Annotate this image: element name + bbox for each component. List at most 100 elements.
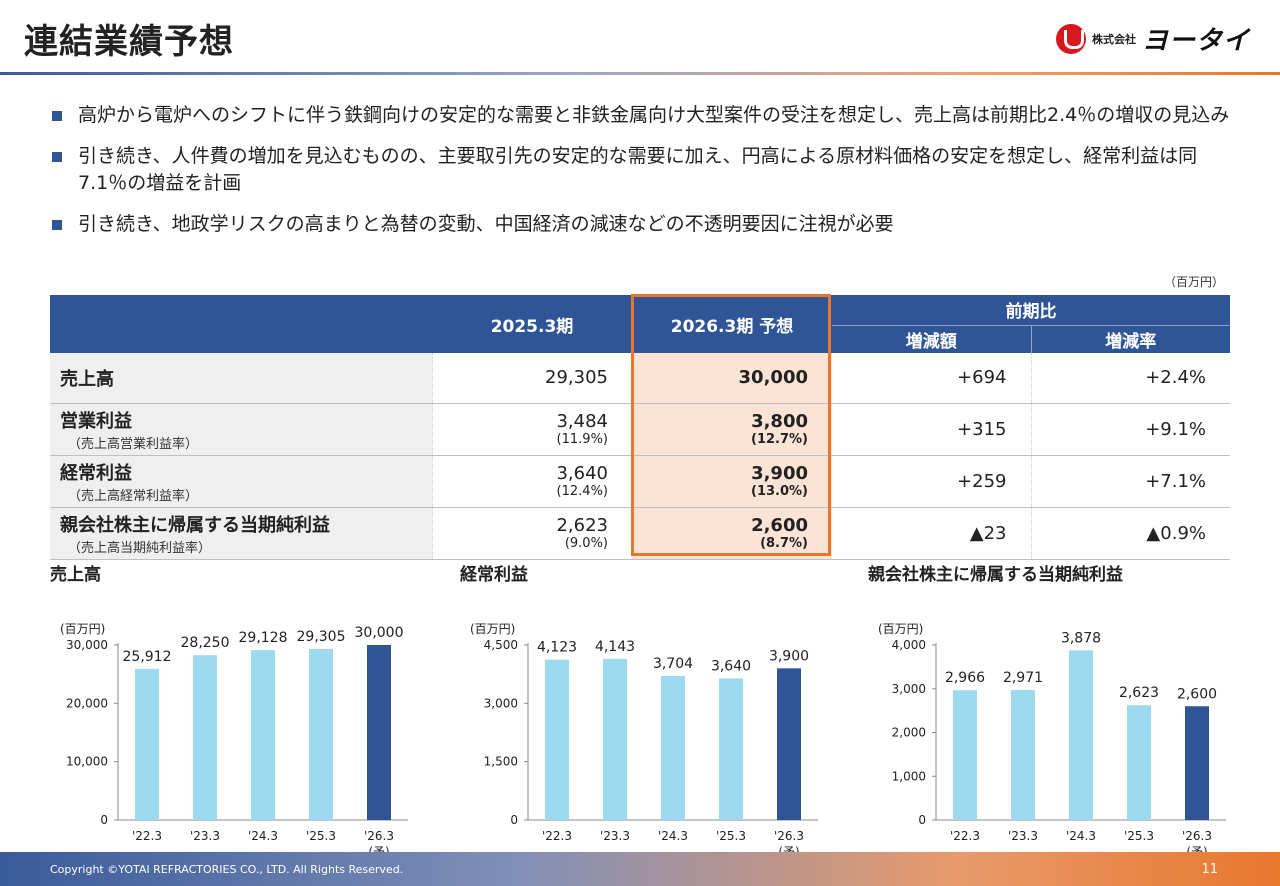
y-axis-unit: (百万円) bbox=[878, 622, 923, 636]
bullet-item: 引き続き、地政学リスクの高まりと為替の変動、中国経済の減速などの不透明要因に注視… bbox=[52, 211, 1232, 238]
diff-value: +259 bbox=[832, 455, 1031, 508]
row-label: 経常利益 （売上高経常利益率） bbox=[50, 455, 432, 508]
x-tick-label: '24.3 bbox=[248, 829, 278, 843]
y-tick-label: 30,000 bbox=[66, 638, 108, 652]
diff-value: +694 bbox=[832, 353, 1031, 404]
bar bbox=[367, 645, 391, 820]
bar bbox=[953, 690, 977, 820]
data-label: 2,600 bbox=[1177, 686, 1217, 702]
x-tick-label: '26.3 bbox=[774, 829, 804, 843]
data-label: 2,966 bbox=[945, 670, 985, 686]
bar bbox=[1011, 690, 1035, 820]
x-tick-label: '25.3 bbox=[716, 829, 746, 843]
results-table: 2025.3期 2026.3期 予想 前期比 増減額 増減率 売上高 29,30… bbox=[50, 295, 1230, 560]
footer-bar: Copyright ©YOTAI REFRACTORIES CO., LTD. … bbox=[0, 852, 1280, 886]
forecast-value: 3,900 (13.0%) bbox=[632, 455, 832, 508]
data-label: 3,704 bbox=[653, 656, 693, 672]
row-label: 営業利益 （売上高営業利益率） bbox=[50, 403, 432, 456]
table-row: 親会社株主に帰属する当期純利益 （売上高当期純利益率） 2,623 (9.0%) 2… bbox=[50, 507, 1230, 560]
data-label: 3,878 bbox=[1061, 630, 1101, 646]
y-tick-label: 2,000 bbox=[892, 726, 926, 740]
y-tick-label: 4,000 bbox=[892, 638, 926, 652]
rate-value: +2.4% bbox=[1030, 353, 1230, 404]
y-tick-label: 0 bbox=[510, 813, 518, 827]
x-tick-label: '25.3 bbox=[306, 829, 336, 843]
header-diff: 増減額 bbox=[832, 324, 1031, 353]
chart-title: 親会社株主に帰属する当期純利益 bbox=[868, 565, 1123, 585]
ordinary-profit-chart: 経常利益 (百万円) 0 1,500 3,000 4,500 4,123 '22.3 4,14… bbox=[460, 560, 840, 875]
header-yoy: 前期比 bbox=[832, 295, 1230, 325]
unit-note: （百万円） bbox=[1163, 275, 1224, 289]
bar bbox=[251, 650, 275, 820]
data-label: 3,640 bbox=[711, 658, 751, 674]
data-label: 28,250 bbox=[181, 635, 230, 651]
rate-value: +7.1% bbox=[1030, 455, 1230, 508]
net-income-chart-svg: (百万円) 0 1,000 2,000 3,000 4,000 2,966 '22.3 2,97… bbox=[878, 622, 1226, 859]
bar bbox=[1069, 650, 1093, 820]
prev-value: 3,640 (12.4%) bbox=[431, 455, 632, 508]
x-tick-label: '22.3 bbox=[950, 829, 980, 843]
row-label: 親会社株主に帰属する当期純利益 （売上高当期純利益率） bbox=[50, 507, 432, 560]
y-tick-label: 1,000 bbox=[892, 769, 926, 783]
bullet-item: 高炉から電炉へのシフトに伴う鉄鋼向けの安定的な需要と非鉄金属向け大型案件の受注を… bbox=[52, 102, 1232, 129]
header-blank bbox=[50, 295, 432, 353]
diff-value: +315 bbox=[832, 403, 1031, 456]
data-label: 2,623 bbox=[1119, 685, 1159, 701]
y-tick-label: 0 bbox=[918, 813, 926, 827]
bar bbox=[545, 659, 569, 820]
x-tick-label: '22.3 bbox=[132, 829, 162, 843]
data-label: 30,000 bbox=[355, 625, 404, 641]
bar bbox=[777, 668, 801, 820]
table-row: 経常利益 （売上高経常利益率） 3,640 (12.4%) 3,900 (13.0%)… bbox=[50, 455, 1230, 508]
x-tick-label: '23.3 bbox=[1008, 829, 1038, 843]
table-row: 売上高 29,305 30,000 +694 +2.4% bbox=[50, 353, 1230, 404]
bar bbox=[1127, 705, 1151, 820]
company-mark-icon bbox=[1055, 23, 1086, 54]
data-label: 29,305 bbox=[297, 629, 346, 645]
logo-small-text: 株式会社 bbox=[1091, 32, 1136, 46]
x-tick-label: '24.3 bbox=[1066, 829, 1096, 843]
x-tick-label: '25.3 bbox=[1124, 829, 1154, 843]
header-forecast: 2026.3期 予想 bbox=[632, 295, 832, 353]
rate-value: +9.1% bbox=[1030, 403, 1230, 456]
page-number: 11 bbox=[1201, 861, 1218, 877]
prev-value: 2,623 (9.0%) bbox=[431, 507, 632, 560]
data-label: 25,912 bbox=[123, 649, 172, 665]
bar bbox=[309, 649, 333, 820]
x-tick-label: '24.3 bbox=[658, 829, 688, 843]
bar bbox=[1185, 706, 1209, 820]
table-row: 営業利益 （売上高営業利益率） 3,484 (11.9%) 3,800 (12.7%)… bbox=[50, 403, 1230, 456]
logo-big-text: ヨータイ bbox=[1141, 26, 1250, 56]
rate-value: ▲0.9% bbox=[1030, 507, 1230, 560]
x-tick-label: '26.3 bbox=[1182, 829, 1212, 843]
x-tick-label: '22.3 bbox=[542, 829, 572, 843]
diff-value: ▲23 bbox=[832, 507, 1031, 560]
sales-chart: 売上高 (百万円) 0 10,000 20,000 30,000 25,912 '22.3 2… bbox=[50, 560, 430, 875]
y-tick-label: 1,500 bbox=[484, 755, 518, 769]
net-income-chart: 親会社株主に帰属する当期純利益 (百万円) 0 1,000 2,000 3,000 4,0… bbox=[868, 560, 1248, 875]
bar bbox=[719, 678, 743, 820]
y-tick-label: 0 bbox=[100, 813, 108, 827]
data-label: 2,971 bbox=[1003, 670, 1043, 686]
company-logo: 株式会社 ヨータイ bbox=[1055, 20, 1250, 57]
chart-title: 経常利益 bbox=[460, 565, 528, 585]
x-tick-label: '23.3 bbox=[600, 829, 630, 843]
y-tick-label: 10,000 bbox=[66, 755, 108, 769]
y-tick-label: 3,000 bbox=[484, 696, 518, 710]
x-tick-label: '23.3 bbox=[190, 829, 220, 843]
x-tick-label: '26.3 bbox=[364, 829, 394, 843]
data-label: 4,123 bbox=[537, 640, 577, 656]
header-prev-year: 2025.3期 bbox=[432, 295, 632, 353]
ordinary-profit-chart-svg: (百万円) 0 1,500 3,000 4,500 4,123 '22.3 4,143 '23.… bbox=[470, 622, 818, 859]
prev-value: 29,305 bbox=[431, 353, 632, 404]
copyright-text: Copyright ©YOTAI REFRACTORIES CO., LTD. … bbox=[50, 862, 404, 876]
y-axis-unit: (百万円) bbox=[60, 622, 105, 636]
page-title: 連結業績予想 bbox=[24, 22, 234, 62]
bar bbox=[135, 668, 159, 820]
y-axis-unit: (百万円) bbox=[470, 622, 515, 636]
forecast-value: 3,800 (12.7%) bbox=[632, 403, 832, 456]
chart-title: 売上高 bbox=[50, 565, 101, 585]
data-label: 4,143 bbox=[595, 639, 635, 655]
data-label: 29,128 bbox=[239, 630, 288, 646]
bar bbox=[603, 658, 627, 820]
